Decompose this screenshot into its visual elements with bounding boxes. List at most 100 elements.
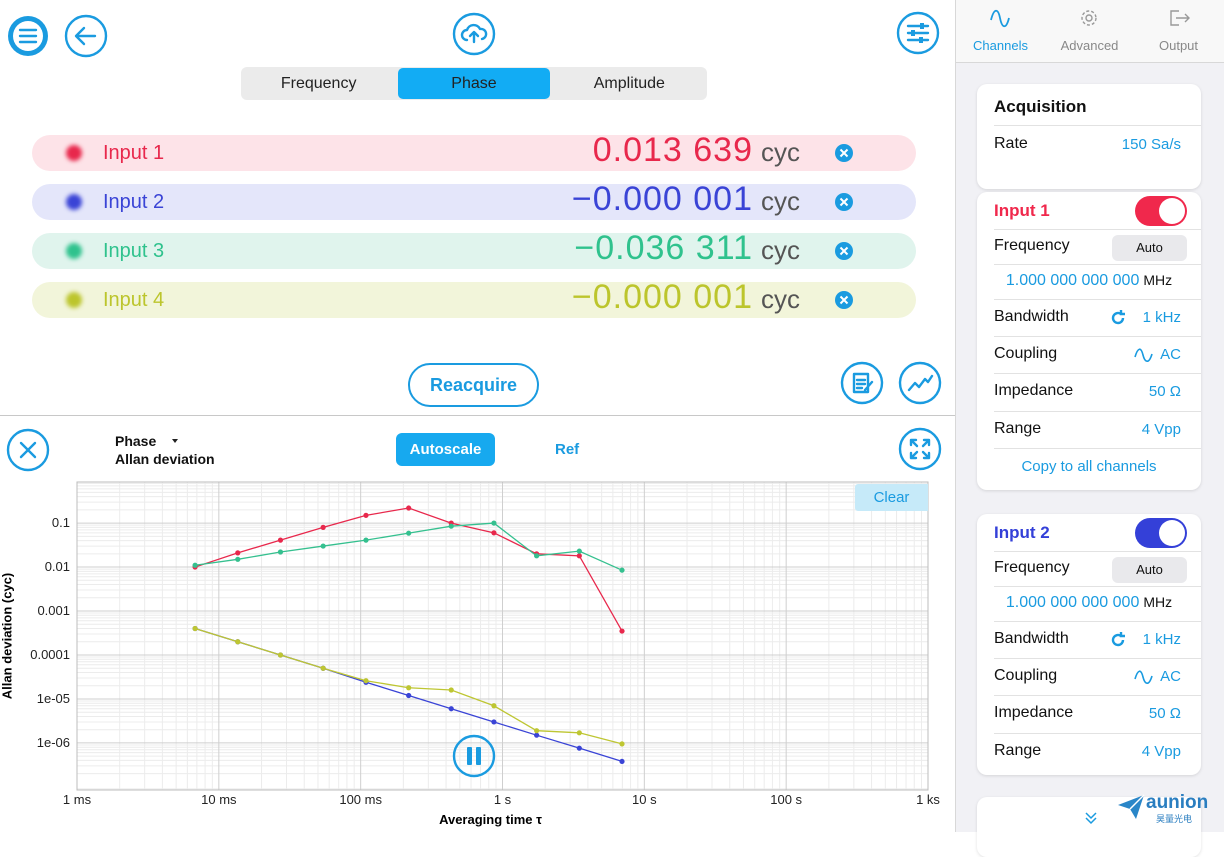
- data-point: [619, 741, 625, 747]
- segment[interactable]: Amplitude: [593, 75, 665, 92]
- menu-button[interactable]: [5, 13, 51, 59]
- separator: [994, 586, 1201, 587]
- remove-input[interactable]: [834, 241, 854, 261]
- separator: [994, 695, 1201, 696]
- input-row: Input 4 −0.000 001 cyc: [32, 278, 916, 318]
- input-dot: [66, 243, 82, 259]
- data-point: [235, 639, 241, 645]
- input-unit: cyc: [761, 186, 800, 216]
- separator: [994, 448, 1201, 449]
- tab[interactable]: Output: [1158, 38, 1199, 53]
- data-point: [235, 556, 241, 562]
- x-tick-label: 1 s: [494, 792, 512, 807]
- back-button[interactable]: [63, 13, 109, 59]
- plot-frame: [76, 481, 929, 791]
- data-point: [576, 553, 582, 559]
- separator: [994, 658, 1201, 659]
- data-point: [277, 652, 284, 658]
- close-chart-button[interactable]: [5, 427, 51, 473]
- ac-icon: [1134, 670, 1153, 685]
- rate-value[interactable]: 150 Sa/s: [1121, 136, 1181, 153]
- input-label: Input 4: [103, 289, 165, 311]
- data-point: [491, 530, 497, 536]
- toggle-knob: [1159, 198, 1185, 224]
- data-point: [406, 505, 412, 511]
- refresh-icon: [1111, 632, 1125, 647]
- frequency-value[interactable]: 1.000 000 000 000: [1005, 272, 1140, 289]
- input-unit: cyc: [761, 137, 800, 167]
- data-point: [406, 692, 412, 699]
- data-point: [363, 512, 369, 518]
- bandwidth-label: Bandwidth: [994, 308, 1069, 325]
- bandwidth-value[interactable]: 1 kHz: [1142, 631, 1181, 648]
- input-label: Input 1: [103, 142, 165, 164]
- frequency-unit: MHz: [1143, 272, 1173, 288]
- advanced-icon: [1081, 10, 1097, 26]
- coupling-label: Coupling: [994, 345, 1058, 362]
- coupling-value[interactable]: AC: [1160, 346, 1181, 363]
- card-title: Acquisition: [994, 97, 1087, 116]
- data-point: [534, 732, 540, 738]
- channel-toggle[interactable]: [1134, 517, 1188, 549]
- data-point: [277, 537, 284, 543]
- channel-toggle[interactable]: [1134, 195, 1188, 227]
- expand-button[interactable]: [897, 426, 943, 472]
- divider: [0, 415, 955, 416]
- remove-input[interactable]: [834, 290, 854, 310]
- upload-button[interactable]: [451, 11, 497, 57]
- autoscale-button[interactable]: Autoscale: [396, 433, 495, 466]
- data-point: [534, 553, 540, 559]
- data-point: [619, 758, 625, 765]
- input-reading: 0.013 639 cyc: [593, 131, 800, 170]
- x-tick-label: 100 ms: [339, 792, 382, 807]
- frequency-mode[interactable]: Auto: [1112, 235, 1187, 261]
- segment[interactable]: Frequency: [280, 75, 357, 92]
- ref-button[interactable]: Ref: [555, 441, 580, 458]
- range-value[interactable]: 4 Vpp: [1141, 743, 1181, 760]
- x-tick-label: 1 ks: [916, 792, 940, 807]
- y-axis-label: Allan deviation (cyc): [0, 573, 14, 699]
- tab[interactable]: Advanced: [1060, 38, 1119, 53]
- chart-button[interactable]: [897, 360, 943, 406]
- channel-title: Input 1: [994, 201, 1050, 220]
- notes-button[interactable]: [839, 360, 885, 406]
- remove-icon: [839, 295, 849, 305]
- scroll-down[interactable]: [1083, 810, 1099, 826]
- separator: [994, 336, 1201, 337]
- data-point: [619, 567, 625, 573]
- remove-input[interactable]: [834, 143, 854, 163]
- coupling-value[interactable]: AC: [1160, 668, 1181, 685]
- data-point: [406, 685, 412, 691]
- copy-all-button[interactable]: Copy to all channels: [1021, 458, 1157, 475]
- bandwidth-value[interactable]: 1 kHz: [1142, 309, 1181, 326]
- sidebar: Acquisition Rate 150 Sa/s aunion 昊量光电 Ch…: [955, 0, 1224, 857]
- range-value[interactable]: 4 Vpp: [1141, 421, 1181, 438]
- quantity-selector[interactable]: Phase: [115, 433, 157, 449]
- input-value: −0.036 311: [574, 229, 753, 267]
- impedance-value[interactable]: 50 Ω: [1148, 705, 1181, 722]
- frequency-mode[interactable]: Auto: [1112, 557, 1187, 583]
- data-point: [363, 678, 369, 684]
- reacquire-button[interactable]: Reacquire: [408, 363, 539, 407]
- channel-title: Input 2: [994, 523, 1050, 542]
- remove-input[interactable]: [834, 192, 854, 212]
- brand-subtitle: 昊量光电: [1156, 814, 1193, 824]
- input-unit: cyc: [761, 235, 800, 265]
- tab[interactable]: Channels: [973, 38, 1028, 53]
- channel-card: Input 2 Frequency Bandwidth Coupling Impedan…: [977, 514, 1201, 775]
- segment[interactable]: Phase: [398, 68, 550, 99]
- remove-icon: [839, 197, 849, 207]
- input-unit: cyc: [761, 284, 800, 314]
- frequency-readout: 1.000 000 000 000 MHz: [977, 272, 1201, 290]
- settings-button[interactable]: [895, 10, 941, 56]
- pause-button[interactable]: [451, 733, 497, 779]
- input-reading: −0.036 311 cyc: [574, 229, 800, 268]
- impedance-value[interactable]: 50 Ω: [1148, 383, 1181, 400]
- input-row: Input 3 −0.036 311 cyc: [32, 229, 916, 269]
- data-point: [619, 628, 625, 634]
- frequency-value[interactable]: 1.000 000 000 000: [1005, 594, 1140, 611]
- rate-label: Rate: [994, 135, 1028, 152]
- data-point: [235, 550, 241, 556]
- clear-button[interactable]: Clear: [855, 484, 928, 511]
- y-tick-label: 0.0001: [30, 647, 70, 662]
